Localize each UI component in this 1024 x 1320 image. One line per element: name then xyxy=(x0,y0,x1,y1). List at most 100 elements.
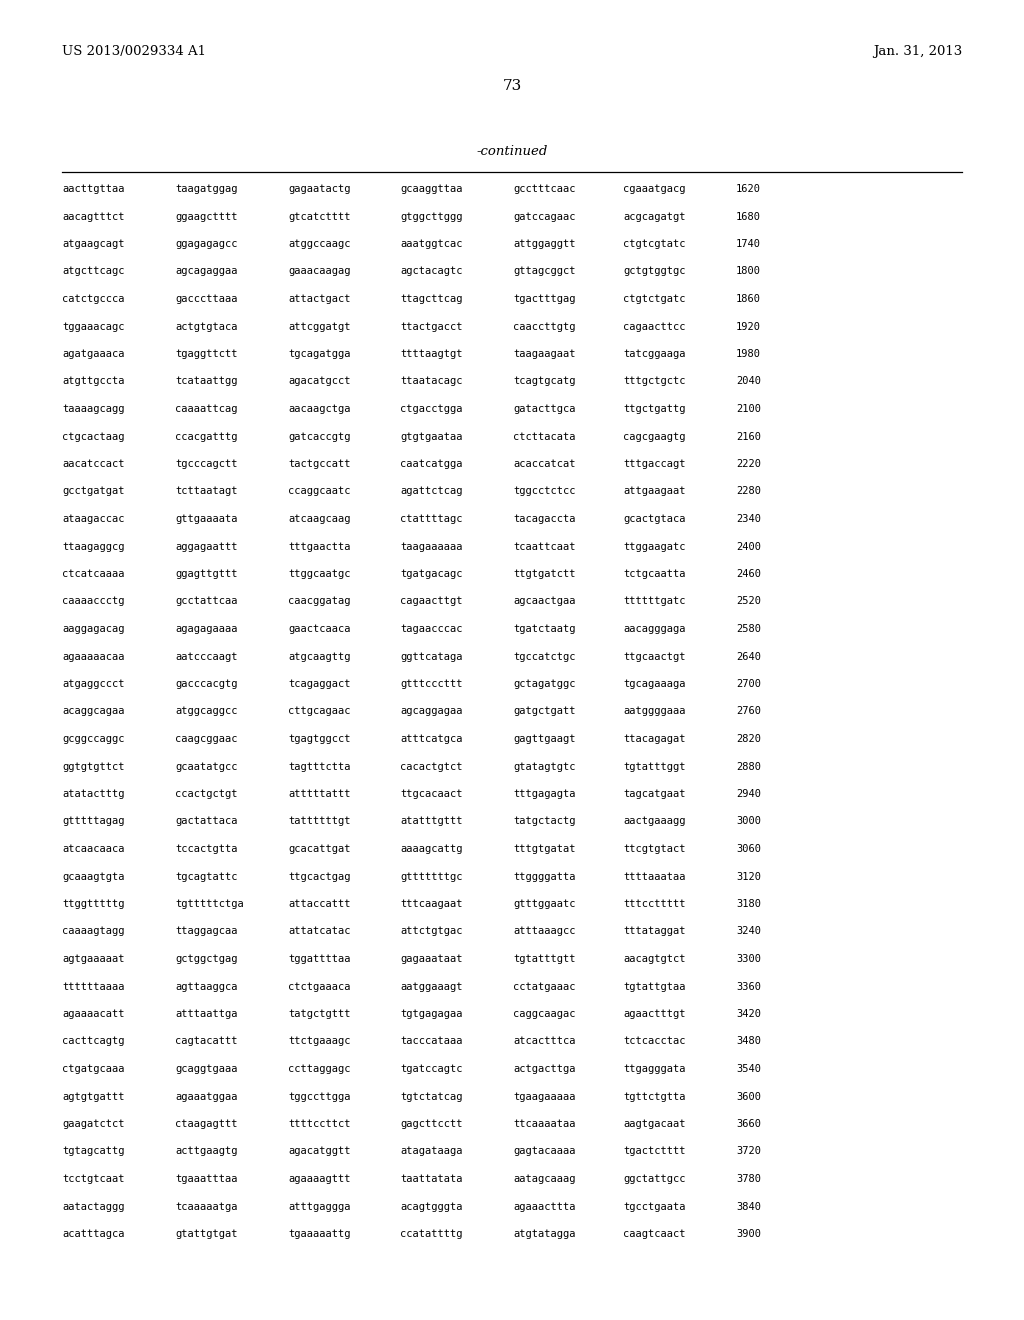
Text: agaaatggaa: agaaatggaa xyxy=(175,1092,238,1101)
Text: atttaattga: atttaattga xyxy=(175,1008,238,1019)
Text: atcactttca: atcactttca xyxy=(513,1036,575,1047)
Text: tgcagatgga: tgcagatgga xyxy=(288,348,350,359)
Text: gcaaagtgta: gcaaagtgta xyxy=(62,871,125,882)
Text: acatttagca: acatttagca xyxy=(62,1229,125,1239)
Text: tgcccagctt: tgcccagctt xyxy=(175,459,238,469)
Text: aacatccact: aacatccact xyxy=(62,459,125,469)
Text: atggccaagc: atggccaagc xyxy=(288,239,350,249)
Text: gtttttttgc: gtttttttgc xyxy=(400,871,463,882)
Text: gagaaataat: gagaaataat xyxy=(400,954,463,964)
Text: aacttgttaa: aacttgttaa xyxy=(62,183,125,194)
Text: gctagatggc: gctagatggc xyxy=(513,678,575,689)
Text: tacagaccta: tacagaccta xyxy=(513,513,575,524)
Text: cacttcagtg: cacttcagtg xyxy=(62,1036,125,1047)
Text: gctggctgag: gctggctgag xyxy=(175,954,238,964)
Text: caatcatgga: caatcatgga xyxy=(400,459,463,469)
Text: caaaattcag: caaaattcag xyxy=(175,404,238,414)
Text: gctgtggtgc: gctgtggtgc xyxy=(623,267,685,276)
Text: gagcttcctt: gagcttcctt xyxy=(400,1119,463,1129)
Text: tcaaaaatga: tcaaaaatga xyxy=(175,1201,238,1212)
Text: agaactttgt: agaactttgt xyxy=(623,1008,685,1019)
Text: 3480: 3480 xyxy=(736,1036,761,1047)
Text: catctgccca: catctgccca xyxy=(62,294,125,304)
Text: cagaacttgt: cagaacttgt xyxy=(400,597,463,606)
Text: agtgaaaaat: agtgaaaaat xyxy=(62,954,125,964)
Text: cacactgtct: cacactgtct xyxy=(400,762,463,771)
Text: 2760: 2760 xyxy=(736,706,761,717)
Text: gcggccaggc: gcggccaggc xyxy=(62,734,125,744)
Text: aaaagcattg: aaaagcattg xyxy=(400,843,463,854)
Text: ctaagagttt: ctaagagttt xyxy=(175,1119,238,1129)
Text: ttggcaatgc: ttggcaatgc xyxy=(288,569,350,579)
Text: atcaagcaag: atcaagcaag xyxy=(288,513,350,524)
Text: ttaggagcaa: ttaggagcaa xyxy=(175,927,238,936)
Text: acaccatcat: acaccatcat xyxy=(513,459,575,469)
Text: ggagagagcc: ggagagagcc xyxy=(175,239,238,249)
Text: ttggggatta: ttggggatta xyxy=(513,871,575,882)
Text: tgttctgtta: tgttctgtta xyxy=(623,1092,685,1101)
Text: ttttttgatc: ttttttgatc xyxy=(623,597,685,606)
Text: ccaggcaatc: ccaggcaatc xyxy=(288,487,350,496)
Text: taagaagaat: taagaagaat xyxy=(513,348,575,359)
Text: ctgacctgga: ctgacctgga xyxy=(400,404,463,414)
Text: 1920: 1920 xyxy=(736,322,761,331)
Text: agaaaaacaa: agaaaaacaa xyxy=(62,652,125,661)
Text: acttgaagtg: acttgaagtg xyxy=(175,1147,238,1156)
Text: 3660: 3660 xyxy=(736,1119,761,1129)
Text: 2820: 2820 xyxy=(736,734,761,744)
Text: ttggaagatc: ttggaagatc xyxy=(623,541,685,552)
Text: tccactgtta: tccactgtta xyxy=(175,843,238,854)
Text: agcagaggaa: agcagaggaa xyxy=(175,267,238,276)
Text: 3600: 3600 xyxy=(736,1092,761,1101)
Text: gtgtgaataa: gtgtgaataa xyxy=(400,432,463,441)
Text: ttgagggata: ttgagggata xyxy=(623,1064,685,1074)
Text: gacccttaaa: gacccttaaa xyxy=(175,294,238,304)
Text: ggtgtgttct: ggtgtgttct xyxy=(62,762,125,771)
Text: ggagttgttt: ggagttgttt xyxy=(175,569,238,579)
Text: gttagcggct: gttagcggct xyxy=(513,267,575,276)
Text: gttgaaaata: gttgaaaata xyxy=(175,513,238,524)
Text: ctcatcaaaa: ctcatcaaaa xyxy=(62,569,125,579)
Text: gcaatatgcc: gcaatatgcc xyxy=(175,762,238,771)
Text: 2280: 2280 xyxy=(736,487,761,496)
Text: tgtctatcag: tgtctatcag xyxy=(400,1092,463,1101)
Text: agctacagtc: agctacagtc xyxy=(400,267,463,276)
Text: attatcatac: attatcatac xyxy=(288,927,350,936)
Text: 2160: 2160 xyxy=(736,432,761,441)
Text: tggccttgga: tggccttgga xyxy=(288,1092,350,1101)
Text: caagcggaac: caagcggaac xyxy=(175,734,238,744)
Text: atgcttcagc: atgcttcagc xyxy=(62,267,125,276)
Text: ttggtttttg: ttggtttttg xyxy=(62,899,125,909)
Text: agatgaaaca: agatgaaaca xyxy=(62,348,125,359)
Text: tatgctgttt: tatgctgttt xyxy=(288,1008,350,1019)
Text: gatccagaac: gatccagaac xyxy=(513,211,575,222)
Text: aacaagctga: aacaagctga xyxy=(288,404,350,414)
Text: ttgctgattg: ttgctgattg xyxy=(623,404,685,414)
Text: cgaaatgacg: cgaaatgacg xyxy=(623,183,685,194)
Text: ttagcttcag: ttagcttcag xyxy=(400,294,463,304)
Text: agtgtgattt: agtgtgattt xyxy=(62,1092,125,1101)
Text: tgatctaatg: tgatctaatg xyxy=(513,624,575,634)
Text: 3540: 3540 xyxy=(736,1064,761,1074)
Text: ttttaagtgt: ttttaagtgt xyxy=(400,348,463,359)
Text: 3180: 3180 xyxy=(736,899,761,909)
Text: aagtgacaat: aagtgacaat xyxy=(623,1119,685,1129)
Text: 3360: 3360 xyxy=(736,982,761,991)
Text: taagatggag: taagatggag xyxy=(175,183,238,194)
Text: ttttttaaaa: ttttttaaaa xyxy=(62,982,125,991)
Text: aactgaaagg: aactgaaagg xyxy=(623,817,685,826)
Text: 3840: 3840 xyxy=(736,1201,761,1212)
Text: agcaggagaa: agcaggagaa xyxy=(400,706,463,717)
Text: aacagtttct: aacagtttct xyxy=(62,211,125,222)
Text: tagtttctta: tagtttctta xyxy=(288,762,350,771)
Text: tcataattgg: tcataattgg xyxy=(175,376,238,387)
Text: tggcctctcc: tggcctctcc xyxy=(513,487,575,496)
Text: ttaagaggcg: ttaagaggcg xyxy=(62,541,125,552)
Text: tcttaatagt: tcttaatagt xyxy=(175,487,238,496)
Text: 1680: 1680 xyxy=(736,211,761,222)
Text: 3120: 3120 xyxy=(736,871,761,882)
Text: ttgtgatctt: ttgtgatctt xyxy=(513,569,575,579)
Text: tcagaggact: tcagaggact xyxy=(288,678,350,689)
Text: ctgtctgatc: ctgtctgatc xyxy=(623,294,685,304)
Text: atatttgttt: atatttgttt xyxy=(400,817,463,826)
